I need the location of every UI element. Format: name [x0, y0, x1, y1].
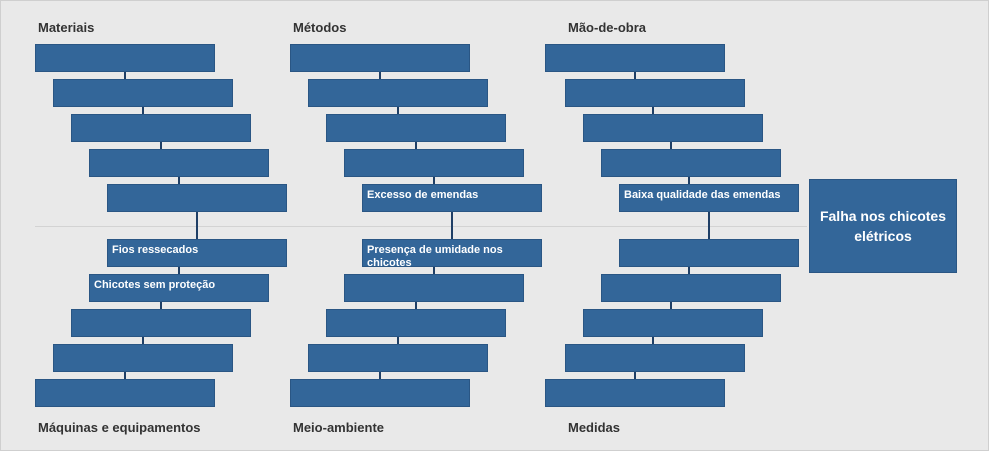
category-materiais: Materiais	[38, 20, 95, 35]
connector-line	[196, 211, 198, 241]
connector-line	[142, 106, 144, 118]
connector-line	[451, 211, 453, 241]
effect-box: Falha nos chicotes elétricos	[809, 179, 957, 273]
cause-box-materiais-3	[71, 114, 251, 142]
cause-box-maquinas-3	[71, 309, 251, 337]
connector-line	[415, 141, 417, 153]
connector-line	[160, 301, 162, 313]
connector-line	[652, 106, 654, 118]
cause-box-meio-ambiente-2	[344, 274, 524, 302]
cause-box-medidas-5	[545, 379, 725, 407]
cause-box-metodos-4	[344, 149, 524, 177]
cause-box-materiais-2	[53, 79, 233, 107]
cause-box-mao-de-obra-1	[545, 44, 725, 72]
connector-line	[433, 176, 435, 188]
cause-box-maquinas-4	[53, 344, 233, 372]
cause-box-metodos-1	[290, 44, 470, 72]
cause-box-metodos-2	[308, 79, 488, 107]
cause-box-fios-ressecados: Fios ressecados	[107, 239, 287, 267]
cause-box-metodos-3	[326, 114, 506, 142]
connector-line	[670, 141, 672, 153]
connector-line	[415, 301, 417, 313]
connector-line	[634, 71, 636, 83]
cause-box-chicotes-sem-protecao: Chicotes sem proteção	[89, 274, 269, 302]
connector-line	[634, 371, 636, 383]
cause-box-medidas-4	[565, 344, 745, 372]
cause-box-presenca-de-umidade: Presença de umidade nos chicotes	[362, 239, 542, 267]
cause-box-medidas-2	[601, 274, 781, 302]
cause-box-medidas-3	[583, 309, 763, 337]
cause-box-meio-ambiente-4	[308, 344, 488, 372]
cause-box-excesso-de-emendas: Excesso de emendas	[362, 184, 542, 212]
connector-line	[178, 266, 180, 278]
category-mao-de-obra: Mão-de-obra	[568, 20, 646, 35]
cause-box-meio-ambiente-5	[290, 379, 470, 407]
cause-box-mao-de-obra-3	[583, 114, 763, 142]
connector-line	[708, 211, 710, 241]
connector-line	[379, 371, 381, 383]
category-maquinas-e-equipamentos: Máquinas e equipamentos	[38, 420, 201, 435]
connector-line	[124, 371, 126, 383]
cause-box-materiais-5	[107, 184, 287, 212]
category-metodos: Métodos	[293, 20, 347, 35]
cause-box-materiais-4	[89, 149, 269, 177]
connector-line	[433, 266, 435, 278]
connector-line	[178, 176, 180, 188]
cause-box-medidas-1	[619, 239, 799, 267]
connector-line	[652, 336, 654, 348]
cause-box-mao-de-obra-4	[601, 149, 781, 177]
connector-line	[142, 336, 144, 348]
connector-line	[670, 301, 672, 313]
spine-line	[35, 226, 807, 227]
connector-line	[160, 141, 162, 153]
connector-line	[397, 336, 399, 348]
cause-box-maquinas-5	[35, 379, 215, 407]
effect-label: Falha nos chicotes elétricos	[819, 208, 947, 244]
category-meio-ambiente: Meio-ambiente	[293, 420, 385, 435]
cause-box-materiais-1	[35, 44, 215, 72]
cause-box-meio-ambiente-3	[326, 309, 506, 337]
connector-line	[688, 266, 690, 278]
connector-line	[397, 106, 399, 118]
cause-box-mao-de-obra-2	[565, 79, 745, 107]
connector-line	[124, 71, 126, 83]
cause-box-baixa-qualidade-das-emendas: Baixa qualidade das emendas	[619, 184, 799, 212]
category-medidas: Medidas	[568, 420, 621, 435]
connector-line	[688, 176, 690, 188]
connector-line	[379, 71, 381, 83]
